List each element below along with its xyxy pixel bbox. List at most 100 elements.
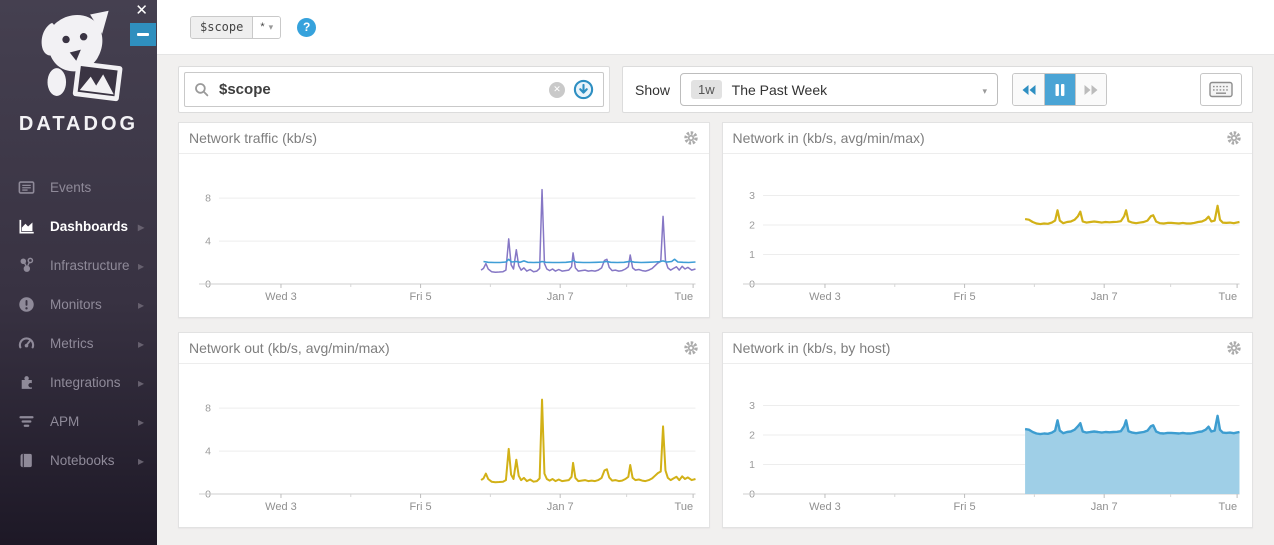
search-input[interactable] — [217, 80, 541, 99]
sidebar-item-label: APM — [50, 414, 80, 429]
panel-header: Network in (kb/s, avg/min/max) — [722, 123, 1252, 154]
keyboard-icon — [1209, 81, 1233, 98]
scope-variable-value-dropdown[interactable]: * — [252, 16, 281, 38]
gear-icon[interactable] — [1226, 340, 1242, 356]
svg-text:2: 2 — [749, 220, 755, 232]
datadog-logo: DATADOG — [0, 0, 157, 136]
sidebar-item-apm[interactable]: APM — [0, 402, 157, 441]
sidebar-item-metrics[interactable]: Metrics — [0, 324, 157, 363]
svg-text:0: 0 — [205, 489, 211, 501]
svg-text:Tue: Tue — [1218, 501, 1237, 513]
scope-variable-name: $scope — [191, 16, 253, 38]
panel-title: Network in (kb/s, by host) — [732, 340, 891, 356]
svg-text:Tue: Tue — [1218, 291, 1237, 303]
sidebar-item-monitors[interactable]: Monitors — [0, 285, 157, 324]
sidebar-item-notebooks[interactable]: Notebooks — [0, 441, 157, 480]
scope-variable-value: * — [260, 21, 265, 33]
gear-icon[interactable] — [1226, 130, 1242, 146]
chevron-down-icon — [983, 81, 988, 99]
main-content: $scope * Show 1w The Past Week — [157, 0, 1274, 545]
svg-text:Fri 5: Fri 5 — [410, 501, 432, 513]
rewind-button[interactable] — [1013, 74, 1045, 105]
gear-icon[interactable] — [683, 340, 699, 356]
sidebar-item-dashboards[interactable]: Dashboards — [0, 207, 157, 246]
svg-text:Jan 7: Jan 7 — [547, 501, 574, 513]
chevron-right-icon — [138, 454, 144, 468]
chevron-down-icon — [269, 21, 274, 33]
svg-text:0: 0 — [749, 279, 755, 291]
chevron-right-icon — [138, 220, 144, 234]
svg-text:3: 3 — [749, 190, 755, 202]
rewind-icon — [1022, 84, 1036, 95]
clear-search-icon[interactable] — [549, 81, 565, 98]
notebooks-icon — [18, 452, 35, 469]
sidebar-item-label: Integrations — [50, 375, 121, 390]
network-in-by-host-chart[interactable]: 0 1 2 3 Wed 3 Fri 5 Jan 7 Tue — [723, 364, 1253, 526]
sidebar-item-label: Monitors — [50, 297, 102, 312]
dashboard-toolbar: Show 1w The Past Week — [178, 66, 1253, 113]
apply-refresh-icon[interactable] — [573, 79, 594, 100]
integrations-icon — [18, 374, 35, 391]
sidebar-item-label: Infrastructure — [50, 258, 130, 273]
svg-text:8: 8 — [205, 193, 211, 205]
svg-text:3: 3 — [749, 400, 755, 412]
pause-icon — [1055, 83, 1065, 96]
dashboard-grid: Network traffic (kb/s) 0 4 8 Wed 3 Fri 5 Jan … — [178, 122, 1253, 528]
chevron-right-icon — [138, 376, 144, 390]
timeframe-select[interactable]: 1w The Past Week — [680, 73, 999, 106]
sidebar-item-integrations[interactable]: Integrations — [0, 363, 157, 402]
svg-text:2: 2 — [749, 430, 755, 442]
timeframe-chip: 1w — [691, 80, 722, 99]
sidebar-item-label: Notebooks — [50, 453, 115, 468]
svg-text:8: 8 — [205, 403, 211, 415]
chart-panel-network-traffic: Network traffic (kb/s) 0 4 8 Wed 3 Fri 5 Jan … — [178, 122, 710, 318]
svg-text:Wed 3: Wed 3 — [265, 501, 297, 513]
panel-title: Network in (kb/s, avg/min/max) — [732, 130, 925, 146]
svg-text:Fri 5: Fri 5 — [410, 291, 432, 303]
collapse-sidebar-button[interactable] — [130, 23, 156, 46]
svg-text:Tue: Tue — [675, 291, 694, 303]
scope-variable-selector[interactable]: $scope * — [190, 15, 282, 39]
chart-panel-network-in-avg: Network in (kb/s, avg/min/max) 0 1 2 3 Wed 3… — [721, 122, 1253, 318]
svg-text:1: 1 — [749, 459, 755, 471]
gear-icon[interactable] — [683, 130, 699, 146]
sidebar-item-events[interactable]: Events — [0, 168, 157, 207]
network-in-avg-chart[interactable]: 0 1 2 3 Wed 3 Fri 5 Jan 7 Tue — [723, 154, 1253, 316]
search-card — [178, 66, 610, 113]
svg-text:Fri 5: Fri 5 — [953, 501, 975, 513]
chart-panel-network-out-avg: Network out (kb/s, avg/min/max) 0 4 8 Wed 3… — [178, 332, 710, 528]
svg-text:Fri 5: Fri 5 — [953, 291, 975, 303]
svg-text:Jan 7: Jan 7 — [1090, 501, 1117, 513]
panel-header: Network out (kb/s, avg/min/max) — [179, 333, 709, 364]
sidebar-item-infrastructure[interactable]: Infrastructure — [0, 246, 157, 285]
network-out-avg-chart[interactable]: 0 4 8 Wed 3 Fri 5 Jan 7 Tue — [179, 364, 709, 526]
search-box[interactable] — [184, 72, 604, 107]
svg-text:4: 4 — [205, 236, 211, 248]
network-traffic-chart[interactable]: 0 4 8 Wed 3 Fri 5 Jan 7 Tue — [179, 154, 709, 316]
svg-text:0: 0 — [749, 489, 755, 501]
template-variable-bar: $scope * — [157, 0, 1274, 55]
svg-text:4: 4 — [205, 446, 211, 458]
fast-forward-icon — [1084, 84, 1098, 95]
chart-panel-network-in-by-host: Network in (kb/s, by host) 0 1 2 3 Wed 3 Fri … — [721, 332, 1253, 528]
monitors-icon — [18, 296, 35, 313]
panel-title: Network out (kb/s, avg/min/max) — [189, 340, 390, 356]
pause-button[interactable] — [1044, 74, 1076, 105]
fast-forward-button[interactable] — [1075, 74, 1107, 105]
dashboards-icon — [18, 218, 35, 235]
help-icon[interactable] — [297, 17, 317, 37]
close-icon[interactable] — [135, 2, 148, 20]
sidebar-item-label: Dashboards — [50, 219, 129, 234]
events-icon — [18, 179, 35, 196]
panel-header: Network in (kb/s, by host) — [722, 333, 1252, 364]
keyboard-shortcuts-button[interactable] — [1200, 73, 1242, 106]
metrics-icon — [18, 335, 35, 352]
playback-controls — [1012, 73, 1108, 106]
search-icon — [195, 83, 209, 97]
svg-text:Wed 3: Wed 3 — [809, 501, 841, 513]
show-label: Show — [635, 81, 671, 98]
sidebar-item-label: Events — [50, 180, 92, 195]
chevron-right-icon — [138, 298, 144, 312]
svg-text:1: 1 — [749, 249, 755, 261]
svg-text:Tue: Tue — [675, 501, 694, 513]
